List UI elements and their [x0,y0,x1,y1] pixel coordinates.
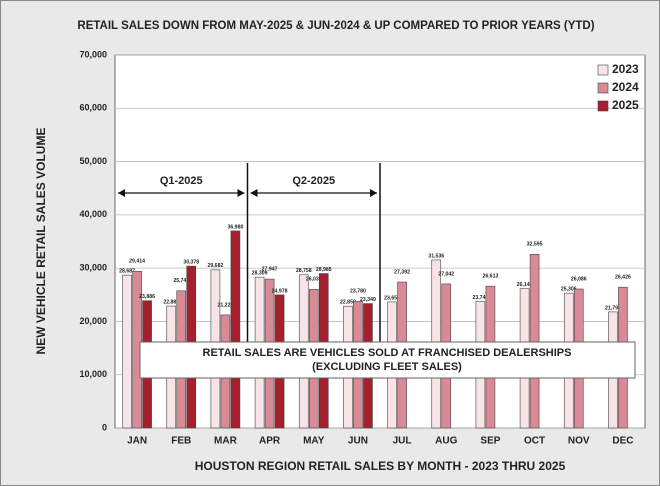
value-label: 23,349 [360,297,376,303]
value-label: 28,758 [296,268,312,274]
value-label: 31,536 [428,253,444,259]
x-tick-label: FEB [171,436,191,447]
value-label: 29,682 [207,263,223,269]
x-tick-label: MAY [303,436,325,447]
x-tick-label: DEC [612,436,633,447]
x-axis-label: HOUSTON REGION RETAIL SALES BY MONTH - 2… [195,459,566,473]
x-tick-label: AUG [435,436,457,447]
legend-label: 2025 [612,98,639,112]
note-box [139,341,636,379]
bar [122,274,132,429]
value-label: 32,595 [527,242,543,248]
y-tick-label: 60,000 [79,103,107,113]
note-text: RETAIL SALES ARE VEHICLES SOLD AT FRANCH… [203,347,572,359]
value-label: 21,790 [605,305,621,311]
value-label: 22,881 [163,299,179,305]
value-label: 22,858 [340,300,356,306]
quarter-label: Q2-2025 [292,175,335,187]
quarter-label: Q1-2025 [160,175,203,187]
value-label: 30,378 [183,260,199,266]
legend-label: 2024 [612,80,639,94]
note-text: (EXCLUDING FLEET SALES) [312,361,462,373]
value-label: 27,042 [438,271,454,277]
value-label: 26,086 [571,276,587,282]
x-tick-label: JUL [393,436,412,447]
legend-label: 2023 [612,62,639,76]
value-label: 28,985 [316,267,332,273]
legend-swatch [597,82,609,94]
value-label: 23,746 [472,295,488,301]
x-tick-label: JAN [127,436,147,447]
x-tick-label: OCT [524,436,545,447]
value-label: 23,658 [384,295,400,301]
y-tick-label: 0 [102,422,107,432]
x-tick-label: APR [259,436,281,447]
y-axis-label: NEW VEHICLE RETAIL SALES VOLUME [34,128,48,355]
y-tick-label: 70,000 [79,49,107,59]
value-label: 21,220 [217,302,233,308]
value-label: 26,033 [306,277,322,283]
y-tick-label: 10,000 [79,369,107,379]
value-label: 26,426 [615,275,631,281]
y-tick-label: 40,000 [79,209,107,219]
x-tick-label: MAR [214,436,238,447]
value-label: 27,392 [394,269,410,275]
y-tick-label: 30,000 [79,263,107,273]
value-label: 36,980 [227,224,243,230]
x-tick-label: JUN [348,436,368,447]
value-label: 26,613 [482,274,498,280]
value-label: 27,947 [262,266,278,272]
value-label: 23,886 [139,294,155,300]
value-label: 25,745 [173,278,189,284]
chart-title: RETAIL SALES DOWN FROM MAY-2025 & JUN-20… [77,20,594,32]
x-tick-label: SEP [480,436,500,447]
value-label: 29,414 [129,259,145,265]
value-label: 26,146 [517,282,533,288]
value-label: 28,309 [252,271,268,277]
bar [230,230,241,429]
value-label: 23,780 [350,289,366,295]
legend-swatch [597,100,609,112]
value-label: 24,978 [272,288,288,294]
value-label: 28,687 [119,269,135,275]
x-tick-label: NOV [568,436,590,447]
y-tick-label: 50,000 [79,156,107,166]
legend-swatch [597,64,609,76]
value-label: 25,306 [561,287,577,293]
y-tick-label: 20,000 [79,316,107,326]
bar [529,254,540,429]
